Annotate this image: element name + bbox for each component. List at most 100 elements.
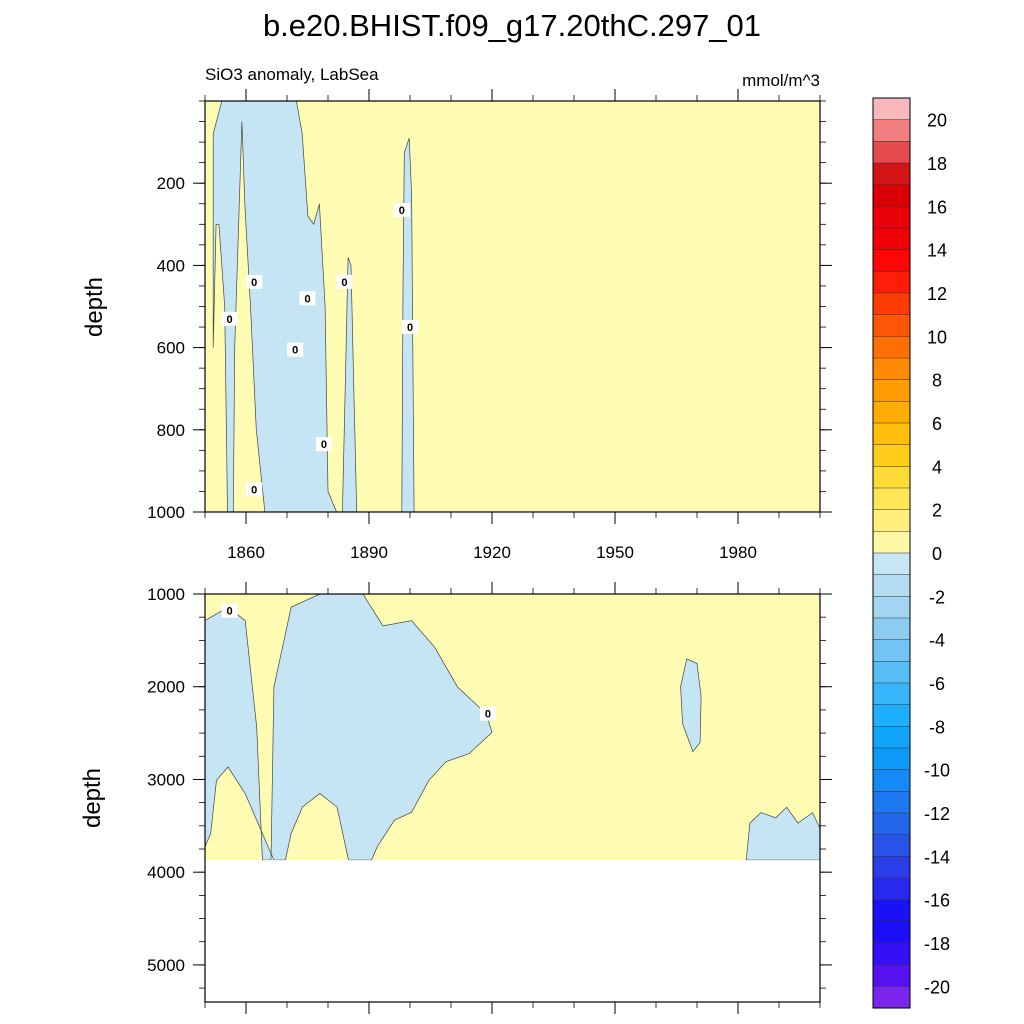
lower-contour-label-box-0: [221, 603, 238, 618]
lower-contour-label-box-1: [479, 706, 496, 721]
x-tick-label-2: 1920: [473, 543, 511, 562]
upper-contour-label-box-5: [315, 437, 332, 452]
colorbar-label-16: -12: [924, 804, 950, 824]
colorbar-frame: [872, 97, 911, 1009]
x-tick-label-1: 1890: [350, 543, 388, 562]
x-tick-label-3: 1950: [596, 543, 634, 562]
colorbar-swatch-2: [872, 141, 911, 164]
colorbar-label-18: -16: [924, 891, 950, 911]
subtitle-left: SiO3 anomaly, LabSea: [205, 65, 379, 84]
colorbar-swatch-33: [872, 812, 911, 836]
upper-contour-label-box-2: [246, 482, 263, 497]
colorbar-swatch-14: [872, 401, 911, 424]
upper-contour-label-box-1: [246, 274, 263, 289]
lower-contour-label-0: 0: [227, 606, 233, 618]
upper-panel: 0 0 0 0 0 0 0 0 0 200 400 600 800 1000 1860 1890 1920 195…: [147, 89, 832, 562]
colorbar-swatch-27: [872, 682, 911, 706]
upper-y-tick-label-1: 400: [157, 256, 185, 275]
colorbar-swatch-0: [872, 97, 911, 121]
colorbar-swatch-24: [872, 617, 911, 641]
lower-y-tick-label-4: 5000: [147, 956, 185, 975]
colorbar-swatch-23: [872, 596, 911, 619]
colorbar-swatch-41: [872, 986, 911, 1009]
lower-frame: [204, 593, 821, 1003]
colorbar-label-20: -20: [924, 977, 950, 997]
upper-contour-label-7: 0: [399, 205, 405, 217]
colorbar-swatch-25: [872, 639, 911, 662]
lower-y-tick-label-1: 2000: [147, 678, 185, 697]
lower-y-tick-label-3: 4000: [147, 863, 185, 882]
upper-contour-label-8: 0: [407, 322, 413, 334]
chart-title: b.e20.BHIST.f09_g17.20thC.297_01: [263, 8, 761, 43]
colorbar-swatch-35: [872, 856, 911, 879]
upper-y-tick-label-0: 200: [157, 174, 185, 193]
lower-region-0: [204, 593, 493, 861]
colorbar-swatch-32: [872, 791, 911, 814]
colorbar-label-5: 10: [927, 327, 947, 347]
upper-contour-label-box-8: [402, 320, 418, 335]
colorbar-label-12: -4: [929, 631, 945, 651]
upper-y-tick-label-2: 600: [157, 339, 185, 358]
x-tick-label-4: 1980: [719, 543, 757, 562]
upper-y-tick-label-3: 800: [157, 421, 185, 440]
colorbar-swatch-17: [872, 466, 911, 489]
colorbar-label-3: 14: [927, 241, 947, 261]
colorbar-swatch-13: [872, 379, 911, 402]
colorbar-label-4: 12: [927, 284, 947, 304]
colorbar-swatch-11: [872, 336, 911, 359]
upper-contour-label-1: 0: [251, 277, 257, 289]
upper-y-tick-label-4: 1000: [147, 503, 185, 522]
colorbar-label-1: 18: [927, 154, 947, 174]
colorbar-swatch-30: [872, 747, 911, 771]
upper-contour-label-4: 0: [304, 293, 310, 305]
lower-panel: 0 0 1000 2000 3000 4000 5000: [147, 582, 832, 1014]
colorbar-swatch-39: [872, 942, 911, 966]
colorbar-label-14: -8: [929, 717, 945, 737]
colorbar-swatch-31: [872, 769, 911, 792]
upper-y-axis-label: depth: [81, 277, 108, 337]
colorbar-label-11: -2: [929, 587, 945, 607]
upper-contour-label-6: 0: [341, 277, 347, 289]
colorbar-swatch-10: [872, 314, 911, 337]
lower-region-1: [680, 658, 702, 753]
colorbar-label-0: 20: [927, 111, 947, 131]
colorbar-swatch-12: [872, 357, 911, 381]
x-tick-label-0: 1860: [227, 543, 265, 562]
colorbar-label-9: 2: [932, 501, 942, 521]
colorbar-label-17: -14: [924, 847, 950, 867]
upper-contour-label-box-0: [221, 311, 238, 326]
colorbar-swatch-36: [872, 877, 911, 901]
upper-contour-label-box-6: [336, 274, 353, 289]
colorbar-swatch-40: [872, 964, 911, 987]
colorbar-swatch-26: [872, 661, 911, 684]
colorbar-swatch-5: [872, 206, 911, 229]
colorbar-swatch-22: [872, 574, 911, 597]
colorbar-label-7: 6: [932, 414, 942, 434]
colorbar-swatch-29: [872, 726, 911, 749]
colorbar-swatch-19: [872, 509, 911, 532]
colorbar-swatch-34: [872, 834, 911, 857]
colorbar-label-8: 4: [932, 457, 942, 477]
colorbar-label-2: 16: [927, 197, 947, 217]
colorbar-label-13: -6: [929, 674, 945, 694]
lower-contour-label-1: 0: [485, 709, 491, 721]
colorbar-swatch-18: [872, 487, 911, 511]
lower-y-tick-label-2: 3000: [147, 770, 185, 789]
lower-no-data-area: [205, 860, 820, 1002]
lower-y-axis-label: depth: [79, 768, 106, 828]
colorbar-swatch-21: [872, 552, 911, 576]
colorbar-swatch-28: [872, 704, 911, 727]
colorbar-label-15: -10: [924, 761, 950, 781]
colorbar-swatch-6: [872, 227, 911, 251]
upper-contour-label-2: 0: [251, 484, 257, 496]
subtitle-right: mmol/m^3: [742, 71, 820, 90]
colorbar-swatch-16: [872, 444, 911, 467]
colorbar-label-10: 0: [932, 544, 942, 564]
upper-contour-label-3: 0: [292, 345, 298, 357]
colorbar-label-6: 8: [932, 371, 942, 391]
colorbar-swatch-3: [872, 162, 911, 186]
colorbar-label-19: -18: [924, 934, 950, 954]
colorbar-swatch-9: [872, 292, 911, 316]
colorbar-swatch-1: [872, 119, 911, 142]
